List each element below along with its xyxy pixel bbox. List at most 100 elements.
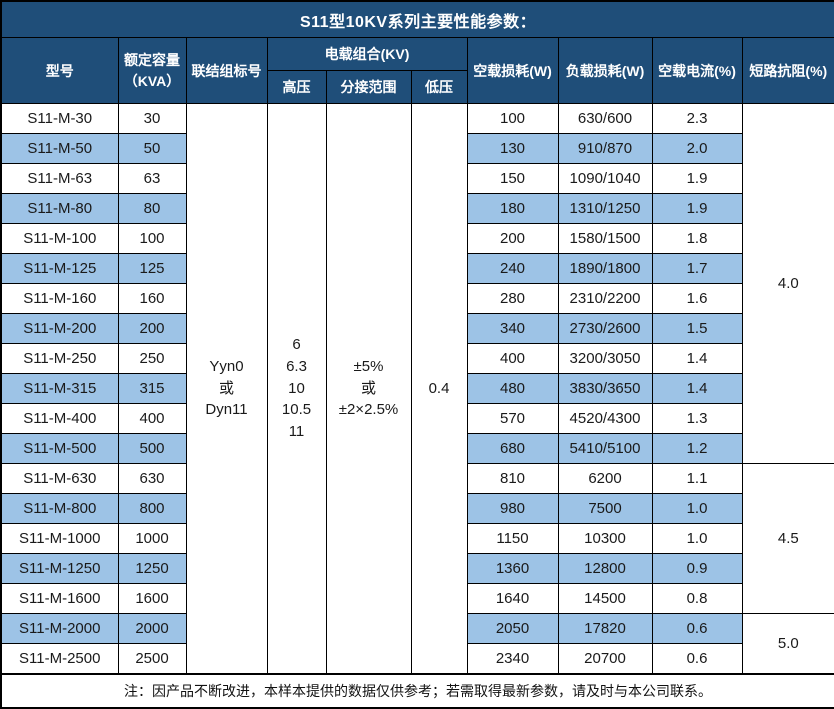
table-row: S11-M-160 160 280 2310/2200 1.6 xyxy=(0,283,834,314)
no-load-current-cell: 1.9 xyxy=(651,163,743,194)
capacity-cell: 160 xyxy=(117,283,187,314)
tap-range-cell: ±5% 或 ±2×2.5% xyxy=(325,103,412,675)
model-cell: S11-M-30 xyxy=(0,103,119,134)
hv-cell: 6 6.3 10 10.5 11 xyxy=(266,103,327,675)
capacity-cell: 2500 xyxy=(117,643,187,675)
model-cell: S11-M-63 xyxy=(0,163,119,194)
col-header-no-load-loss: 空载损耗(W) xyxy=(466,37,559,104)
no-load-current-cell: 1.8 xyxy=(651,223,743,254)
col-header-voltage-group: 电载组合(KV) xyxy=(266,37,468,71)
load-loss-cell: 2310/2200 xyxy=(557,283,653,314)
capacity-cell: 100 xyxy=(117,223,187,254)
capacity-cell: 1000 xyxy=(117,523,187,554)
no-load-current-cell: 1.3 xyxy=(651,403,743,434)
col-header-capacity: 额定容量 （KVA） xyxy=(117,37,187,104)
model-cell: S11-M-400 xyxy=(0,403,119,434)
col-header-load-loss: 负载损耗(W) xyxy=(557,37,653,104)
no-load-current-cell: 1.1 xyxy=(651,463,743,494)
load-loss-cell: 1090/1040 xyxy=(557,163,653,194)
col-header-lv: 低压 xyxy=(410,70,468,104)
model-cell: S11-M-1000 xyxy=(0,523,119,554)
no-load-loss-cell: 1150 xyxy=(466,523,559,554)
no-load-loss-cell: 240 xyxy=(466,253,559,284)
load-loss-cell: 3200/3050 xyxy=(557,343,653,374)
model-cell: S11-M-50 xyxy=(0,133,119,164)
no-load-loss-cell: 200 xyxy=(466,223,559,254)
header-row-2: 高压 分接范围 低压 xyxy=(1,70,834,104)
model-cell: S11-M-1600 xyxy=(0,583,119,614)
capacity-cell: 400 xyxy=(117,403,187,434)
no-load-current-cell: 0.8 xyxy=(651,583,743,614)
model-cell: S11-M-125 xyxy=(0,253,119,284)
load-loss-cell: 7500 xyxy=(557,493,653,524)
lv-cell: 0.4 xyxy=(410,103,468,675)
table-row: S11-M-63 63 150 1090/1040 1.9 xyxy=(0,163,834,194)
col-header-tap-range: 分接范围 xyxy=(325,70,412,104)
impedance-cell: 5.0 xyxy=(741,613,834,675)
load-loss-cell: 630/600 xyxy=(557,103,653,134)
note-row: 注：因产品不断改进，本样本提供的数据仅供参考；若需取得最新参数，请及时与本公司联… xyxy=(0,673,834,709)
table-row: S11-M-2000 2000 2050 17820 0.6 5.0 xyxy=(0,613,834,675)
no-load-current-cell: 1.4 xyxy=(651,373,743,404)
capacity-cell: 800 xyxy=(117,493,187,524)
impedance-cell: 4.0 xyxy=(741,103,834,464)
capacity-cell: 315 xyxy=(117,373,187,404)
no-load-current-cell: 0.6 xyxy=(651,643,743,675)
capacity-cell: 1600 xyxy=(117,583,187,614)
no-load-loss-cell: 810 xyxy=(466,463,559,494)
capacity-cell: 50 xyxy=(117,133,187,164)
no-load-loss-cell: 480 xyxy=(466,373,559,404)
no-load-loss-cell: 1360 xyxy=(466,553,559,584)
no-load-current-cell: 1.0 xyxy=(651,523,743,554)
load-loss-cell: 3830/3650 xyxy=(557,373,653,404)
table-row: S11-M-630 630 810 6200 1.1 4.5 xyxy=(0,463,834,614)
no-load-current-cell: 1.2 xyxy=(651,433,743,464)
no-load-loss-cell: 150 xyxy=(466,163,559,194)
table-body: S11-M-30 30 Yyn0 或 Dyn11 6 6.3 10 10.5 11 ±5… xyxy=(0,103,834,675)
model-cell: S11-M-160 xyxy=(0,283,119,314)
table-row: S11-M-1250 1250 1360 12800 0.9 xyxy=(0,553,834,584)
table-row: S11-M-100 100 200 1580/1500 1.8 xyxy=(0,223,834,254)
table-row: S11-M-30 30 Yyn0 或 Dyn11 6 6.3 10 10.5 11 ±5… xyxy=(0,103,834,675)
model-cell: S11-M-2000 xyxy=(0,613,119,644)
page-title: S11型10KV系列主要性能参数： xyxy=(0,0,834,38)
no-load-loss-cell: 180 xyxy=(466,193,559,224)
connection-cell: Yyn0 或 Dyn11 xyxy=(185,103,268,675)
load-loss-cell: 17820 xyxy=(557,613,653,644)
col-header-no-load-current: 空载电流(%) xyxy=(651,37,743,104)
load-loss-cell: 10300 xyxy=(557,523,653,554)
capacity-cell: 630 xyxy=(117,463,187,494)
no-load-loss-cell: 570 xyxy=(466,403,559,434)
no-load-loss-cell: 2050 xyxy=(466,613,559,644)
load-loss-cell: 6200 xyxy=(557,463,653,494)
capacity-cell: 30 xyxy=(117,103,187,134)
model-cell: S11-M-200 xyxy=(0,313,119,344)
no-load-current-cell: 1.0 xyxy=(651,493,743,524)
no-load-loss-cell: 980 xyxy=(466,493,559,524)
no-load-current-cell: 0.9 xyxy=(651,553,743,584)
no-load-current-cell: 1.4 xyxy=(651,343,743,374)
model-cell: S11-M-250 xyxy=(0,343,119,374)
model-cell: S11-M-800 xyxy=(0,493,119,524)
table-row: S11-M-2500 2500 2340 20700 0.6 xyxy=(0,643,834,675)
table-row: S11-M-1600 1600 1640 14500 0.8 xyxy=(0,583,834,614)
title-row: S11型10KV系列主要性能参数： xyxy=(0,0,834,38)
no-load-current-cell: 1.5 xyxy=(651,313,743,344)
model-cell: S11-M-500 xyxy=(0,433,119,464)
col-header-impedance: 短路抗阻(%) xyxy=(741,37,834,104)
no-load-current-cell: 2.3 xyxy=(651,103,743,134)
no-load-current-cell: 1.7 xyxy=(651,253,743,284)
no-load-loss-cell: 130 xyxy=(466,133,559,164)
impedance-cell: 4.5 xyxy=(741,463,834,614)
capacity-cell: 500 xyxy=(117,433,187,464)
table-row: S11-M-125 125 240 1890/1800 1.7 xyxy=(0,253,834,284)
col-header-connection: 联结组标号 xyxy=(185,37,268,104)
model-cell: S11-M-2500 xyxy=(0,643,119,675)
load-loss-cell: 1580/1500 xyxy=(557,223,653,254)
load-loss-cell: 1890/1800 xyxy=(557,253,653,284)
no-load-current-cell: 1.9 xyxy=(651,193,743,224)
no-load-loss-cell: 400 xyxy=(466,343,559,374)
no-load-current-cell: 0.6 xyxy=(651,613,743,644)
capacity-cell: 63 xyxy=(117,163,187,194)
